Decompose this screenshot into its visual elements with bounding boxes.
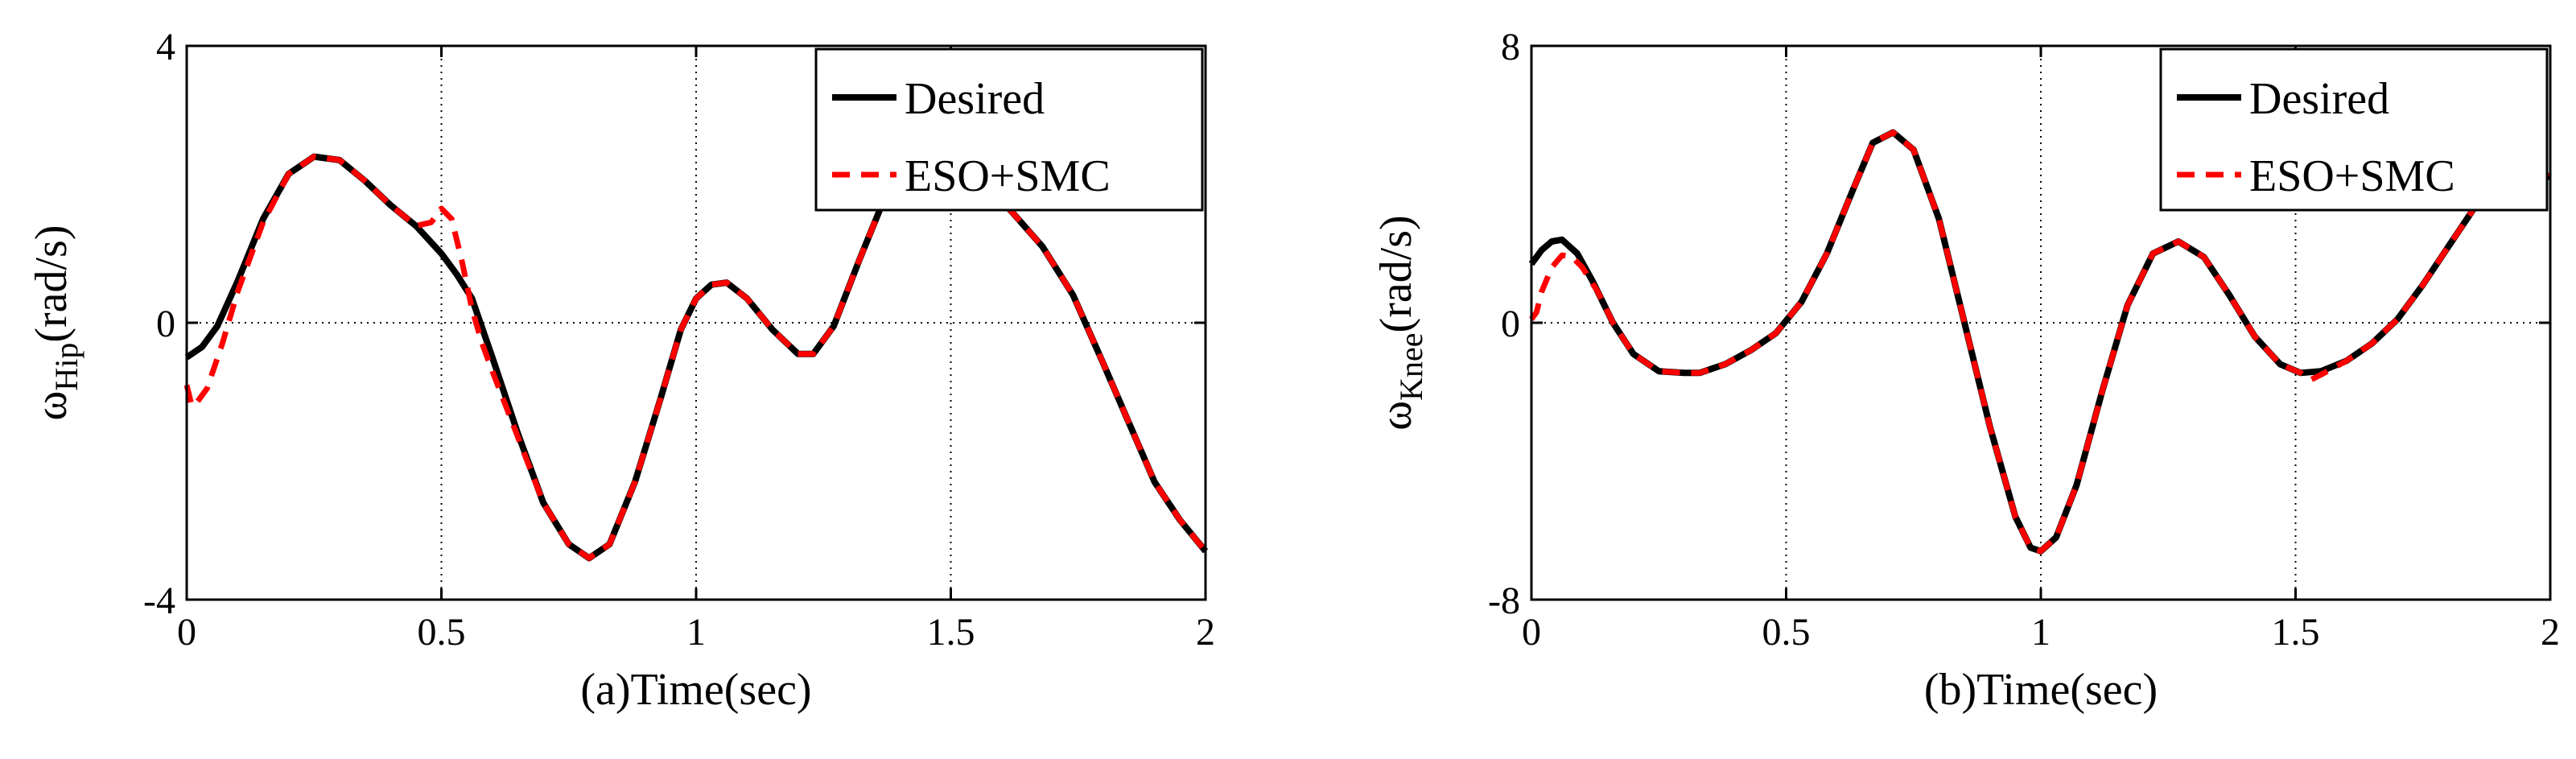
legend-label: Desired bbox=[905, 74, 1045, 124]
y-axis-unit-a: (rad/s) bbox=[27, 225, 76, 342]
legend-b: Desired ESO+SMC bbox=[2159, 47, 2549, 212]
x-tick-label: 1.5 bbox=[2272, 611, 2320, 654]
x-tick-label: 0 bbox=[1522, 611, 1541, 654]
x-tick-label: 0 bbox=[177, 611, 196, 654]
y-axis-label-a: ωHip(rad/s) bbox=[27, 225, 84, 420]
x-tick-label: 2 bbox=[2541, 611, 2560, 654]
x-ticks-b: 0 0.5 1 1.5 2 bbox=[1522, 46, 2560, 654]
x-tick-label: 1.5 bbox=[927, 611, 975, 654]
x-axis-label-a: (a)Time(sec) bbox=[580, 665, 811, 715]
legend-a: Desired ESO+SMC bbox=[814, 47, 1204, 212]
series-line-eso-smc bbox=[183, 154, 1208, 561]
grid-a bbox=[187, 46, 1206, 600]
x-axis-label-b: (b)Time(sec) bbox=[1924, 665, 2158, 715]
y-tick-label: -8 bbox=[1488, 580, 1520, 622]
legend-label: ESO+SMC bbox=[2249, 151, 2455, 201]
y-tick-label: 0 bbox=[1501, 303, 1520, 345]
y-tick-label: -4 bbox=[143, 580, 175, 622]
x-tick-label: 0.5 bbox=[1762, 611, 1811, 654]
y-axis-label-b: ωKnee(rad/s) bbox=[1371, 215, 1429, 430]
y-axis-subscript-a: Hip bbox=[48, 343, 84, 391]
x-tick-label: 1 bbox=[686, 611, 706, 654]
x-ticks-a: 0 0.5 1 1.5 2 bbox=[177, 46, 1215, 654]
x-tick-label: 1 bbox=[2031, 611, 2050, 654]
legend-label: ESO+SMC bbox=[905, 151, 1111, 201]
y-axis-symbol-b: ω bbox=[1371, 401, 1421, 431]
y-tick-label: 0 bbox=[156, 303, 175, 345]
y-axis-subscript-b: Knee bbox=[1393, 332, 1429, 400]
y-ticks-a: -4 0 4 bbox=[143, 26, 1206, 622]
legend-box bbox=[2159, 47, 2549, 212]
series-group-b bbox=[1528, 129, 2552, 555]
x-tick-label: 2 bbox=[1196, 611, 1215, 654]
y-axis-symbol-a: ω bbox=[27, 391, 76, 421]
x-tick-label: 0.5 bbox=[418, 611, 466, 654]
legend-label: Desired bbox=[2249, 74, 2389, 124]
series-line-eso-smc bbox=[1529, 130, 2552, 555]
legend-box bbox=[814, 47, 1204, 212]
y-tick-label: 4 bbox=[156, 26, 175, 68]
y-ticks-b: -8 0 8 bbox=[1488, 26, 2550, 622]
y-axis-unit-b: (rad/s) bbox=[1371, 215, 1421, 332]
y-tick-label: 8 bbox=[1501, 26, 1520, 68]
